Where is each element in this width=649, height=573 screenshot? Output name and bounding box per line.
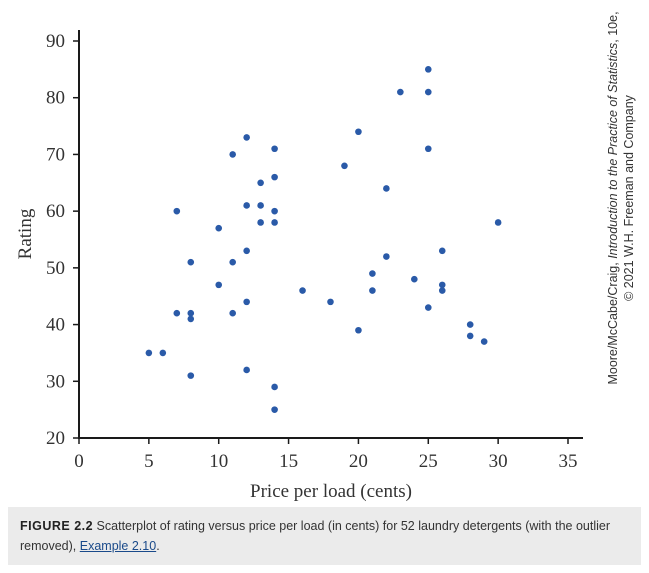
data-point	[299, 287, 306, 294]
y-tick-label: 70	[46, 144, 65, 165]
data-point	[424, 66, 432, 73]
data-point	[229, 309, 236, 317]
figure-label: FIGURE 2.2	[20, 519, 94, 533]
data-point	[243, 134, 250, 141]
data-point	[229, 151, 236, 158]
copyright-credit: Moore/McCabe/Craig, Introduction to the …	[606, 11, 636, 384]
data-point	[438, 281, 446, 289]
data-point	[424, 304, 432, 311]
data-point	[355, 326, 362, 334]
scatterplot-figure: 0 5 10 15 20 25 30 35 20 30 40 50 60 70 80 90 Price pe…	[15, 11, 636, 502]
data-point	[327, 298, 334, 306]
data-point	[271, 207, 278, 215]
x-axis-ticks: 0 5 10 15 20 25 30 35	[74, 438, 578, 472]
x-tick-label: 5	[144, 451, 154, 472]
data-point	[271, 173, 278, 181]
data-point	[173, 309, 181, 317]
data-point	[480, 338, 488, 345]
data-point	[438, 247, 446, 255]
data-point	[271, 383, 278, 391]
data-point	[341, 162, 348, 170]
y-tick-label: 60	[46, 201, 65, 222]
x-tick-label: 25	[419, 451, 438, 472]
data-point	[466, 332, 474, 340]
data-points	[145, 66, 502, 413]
data-point	[369, 287, 376, 294]
data-point	[187, 309, 195, 317]
data-point	[215, 224, 223, 232]
data-point	[411, 275, 418, 283]
y-axis-title: Rating	[15, 208, 36, 259]
y-axis-ticks: 20 30 40 50 60 70 80 90	[46, 31, 79, 449]
x-tick-label: 35	[559, 451, 578, 472]
data-point	[271, 406, 278, 413]
credit-line-2: © 2021 W.H. Freeman and Company	[622, 94, 636, 301]
data-point	[369, 270, 376, 277]
data-point	[397, 88, 404, 96]
x-tick-label: 15	[279, 451, 298, 472]
scatterplot-chart: 0 5 10 15 20 25 30 35 20 30 40 50 60 70 80 90 Price pe…	[15, 11, 636, 502]
data-point	[257, 219, 264, 226]
data-point	[243, 247, 250, 255]
x-tick-label: 20	[349, 451, 368, 472]
data-point	[466, 321, 474, 328]
data-point	[215, 281, 223, 289]
data-point	[187, 315, 195, 323]
caption-end: .	[156, 539, 160, 553]
data-point	[424, 145, 432, 153]
figure-caption: FIGURE 2.2 Scatterplot of rating versus …	[8, 507, 641, 565]
x-tick-label: 0	[74, 451, 84, 472]
data-point	[424, 88, 432, 96]
data-point	[145, 349, 153, 357]
data-point	[187, 372, 195, 379]
data-point	[355, 128, 362, 136]
y-tick-label: 50	[46, 258, 65, 279]
axes	[78, 30, 583, 439]
data-point	[187, 258, 195, 266]
data-point	[173, 207, 181, 215]
y-tick-label: 20	[46, 428, 65, 449]
data-point	[243, 366, 250, 374]
x-tick-label: 30	[489, 451, 508, 472]
data-point	[271, 145, 278, 153]
caption-text: Scatterplot of rating versus price per l…	[20, 519, 611, 553]
y-tick-label: 30	[46, 371, 65, 392]
data-point	[159, 349, 167, 357]
y-tick-label: 80	[46, 88, 65, 109]
y-tick-label: 90	[46, 31, 65, 52]
y-tick-label: 40	[46, 315, 65, 336]
data-point	[229, 258, 236, 266]
data-point	[494, 219, 502, 226]
data-point	[257, 202, 264, 209]
data-point	[243, 298, 250, 306]
data-point	[271, 219, 278, 226]
credit-line-1: Moore/McCabe/Craig, Introduction to the …	[606, 11, 620, 384]
x-axis-title: Price per load (cents)	[250, 481, 412, 502]
data-point	[257, 179, 264, 187]
x-tick-label: 10	[209, 451, 228, 472]
data-point	[383, 253, 390, 260]
data-point	[383, 185, 390, 192]
data-point	[243, 202, 250, 209]
data-point	[438, 287, 446, 294]
example-link[interactable]: Example 2.10	[79, 539, 157, 553]
